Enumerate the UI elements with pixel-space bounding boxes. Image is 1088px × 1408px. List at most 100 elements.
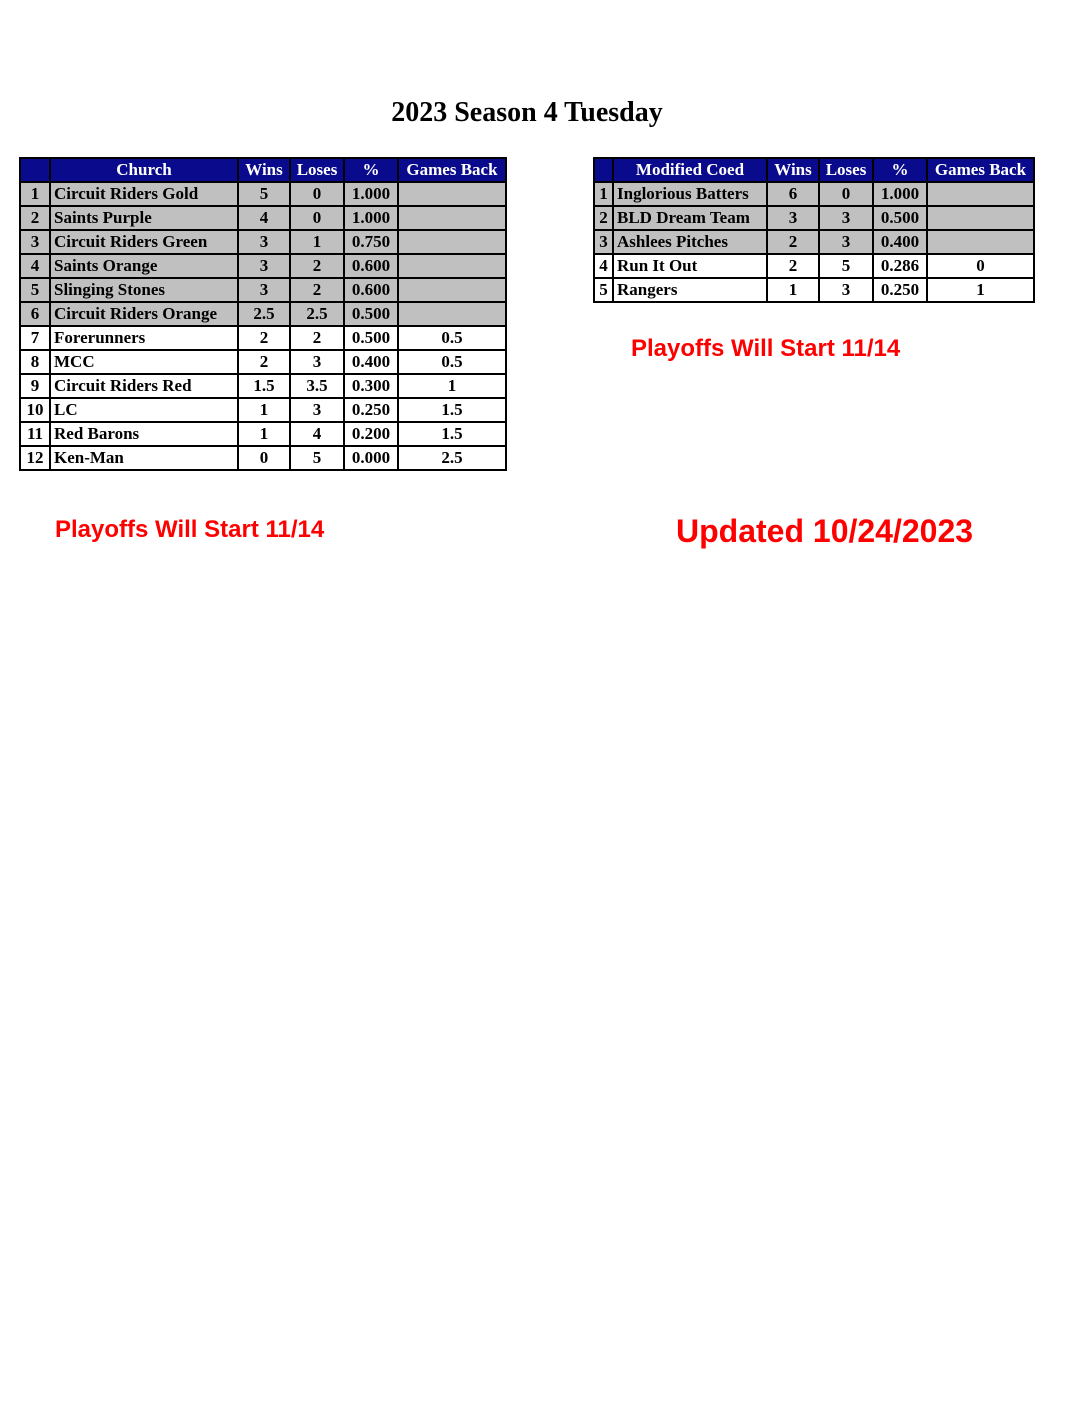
pct-cell: 0.200 (343, 421, 399, 447)
games-back-cell (926, 229, 1035, 255)
column-header-rank (19, 157, 51, 183)
games-back-cell: 2.5 (397, 445, 507, 471)
loses-cell: 5 (818, 253, 874, 279)
column-header-wins: Wins (237, 157, 291, 183)
table-row: 4 Run It Out 2 5 0.286 0 (593, 253, 1035, 279)
rank-cell: 3 (593, 229, 614, 255)
games-back-cell: 1.5 (397, 421, 507, 447)
pct-cell: 1.000 (343, 205, 399, 231)
games-back-cell (926, 181, 1035, 207)
wins-cell: 3 (237, 229, 291, 255)
wins-cell: 3 (766, 205, 820, 231)
team-cell: Circuit Riders Red (49, 373, 239, 399)
team-cell: Circuit Riders Green (49, 229, 239, 255)
table-row: 2 BLD Dream Team 3 3 0.500 (593, 205, 1035, 231)
wins-cell: 4 (237, 205, 291, 231)
wins-cell: 3 (237, 253, 291, 279)
pct-cell: 1.000 (343, 181, 399, 207)
wins-cell: 1 (237, 421, 291, 447)
games-back-cell: 1.5 (397, 397, 507, 423)
team-cell: Rangers (612, 277, 768, 303)
coed-playoffs-notice: Playoffs Will Start 11/14 (631, 335, 901, 362)
wins-cell: 1 (237, 397, 291, 423)
loses-cell: 0 (289, 205, 345, 231)
wins-cell: 2 (237, 349, 291, 375)
games-back-cell (397, 277, 507, 303)
church-standings-table: Church Wins Loses% Games Back 1 Circuit Ride… (19, 157, 507, 471)
team-cell: Ashlees Pitches (612, 229, 768, 255)
table-row: 4 Saints Orange 3 2 0.600 (19, 253, 507, 279)
team-cell: Ken-Man (49, 445, 239, 471)
pct-cell: 0.600 (343, 253, 399, 279)
rank-cell: 4 (593, 253, 614, 279)
games-back-cell (397, 181, 507, 207)
wins-cell: 3 (237, 277, 291, 303)
table-row: 2 Saints Purple 4 0 1.000 (19, 205, 507, 231)
wins-cell: 1 (766, 277, 820, 303)
modified-coed-standings-table: Modified Coed Wins Loses% Games Back 1 Inglo… (593, 157, 1035, 303)
team-cell: Circuit Riders Gold (49, 181, 239, 207)
games-back-cell (926, 205, 1035, 231)
rank-cell: 7 (19, 325, 51, 351)
table-row: 3 Circuit Riders Green 3 1 0.750 (19, 229, 507, 255)
wins-cell: 2 (237, 325, 291, 351)
pct-cell: 0.400 (343, 349, 399, 375)
column-header-pct: % (872, 157, 928, 183)
team-cell: Red Barons (49, 421, 239, 447)
table-row: 5 Slinging Stones 3 2 0.600 (19, 277, 507, 303)
wins-cell: 6 (766, 181, 820, 207)
loses-cell: 3.5 (289, 373, 345, 399)
pct-cell: 0.286 (872, 253, 928, 279)
wins-cell: 0 (237, 445, 291, 471)
column-header-rank (593, 157, 614, 183)
team-cell: BLD Dream Team (612, 205, 768, 231)
team-cell: Saints Orange (49, 253, 239, 279)
table-row: 11 Red Barons 1 4 0.200 1.5 (19, 421, 507, 447)
table-header-row: Church Wins Loses% Games Back (19, 157, 507, 183)
rank-cell: 6 (19, 301, 51, 327)
table-row: 9 Circuit Riders Red 1.5 3.5 0.300 1 (19, 373, 507, 399)
table-row: 6 Circuit Riders Orange 2.5 2.5 0.500 (19, 301, 507, 327)
rank-cell: 5 (19, 277, 51, 303)
table-row: 3 Ashlees Pitches 2 3 0.400 (593, 229, 1035, 255)
rank-cell: 8 (19, 349, 51, 375)
games-back-cell (397, 301, 507, 327)
loses-cell: 0 (818, 181, 874, 207)
games-back-cell: 1 (926, 277, 1035, 303)
page-title: 2023 Season 4 Tuesday (391, 97, 663, 128)
rank-cell: 4 (19, 253, 51, 279)
wins-cell: 2 (766, 253, 820, 279)
column-header-wins: Wins (766, 157, 820, 183)
loses-cell: 3 (289, 349, 345, 375)
table-header-row: Modified Coed Wins Loses% Games Back (593, 157, 1035, 183)
pct-cell: 0.600 (343, 277, 399, 303)
loses-cell: 2 (289, 277, 345, 303)
pct-cell: 1.000 (872, 181, 928, 207)
pct-cell: 0.750 (343, 229, 399, 255)
rank-cell: 2 (593, 205, 614, 231)
rank-cell: 10 (19, 397, 51, 423)
team-cell: Saints Purple (49, 205, 239, 231)
pct-cell: 0.300 (343, 373, 399, 399)
team-cell: Circuit Riders Orange (49, 301, 239, 327)
table-row: 12 Ken-Man 0 5 0.000 2.5 (19, 445, 507, 471)
loses-cell: 5 (289, 445, 345, 471)
games-back-cell (397, 205, 507, 231)
table-row: 1 Inglorious Batters 6 0 1.000 (593, 181, 1035, 207)
team-cell: MCC (49, 349, 239, 375)
rank-cell: 5 (593, 277, 614, 303)
games-back-cell (397, 229, 507, 255)
rank-cell: 12 (19, 445, 51, 471)
rank-cell: 2 (19, 205, 51, 231)
column-header-games-back: Games Back (926, 157, 1035, 183)
rank-cell: 9 (19, 373, 51, 399)
loses-cell: 4 (289, 421, 345, 447)
pct-cell: 0.500 (343, 325, 399, 351)
games-back-cell: 0 (926, 253, 1035, 279)
table-row: 8 MCC 2 3 0.400 0.5 (19, 349, 507, 375)
loses-cell: 2.5 (289, 301, 345, 327)
pct-cell: 0.250 (872, 277, 928, 303)
team-cell: Run It Out (612, 253, 768, 279)
column-header-loses: Loses (289, 157, 345, 183)
column-header-loses: Loses (818, 157, 874, 183)
